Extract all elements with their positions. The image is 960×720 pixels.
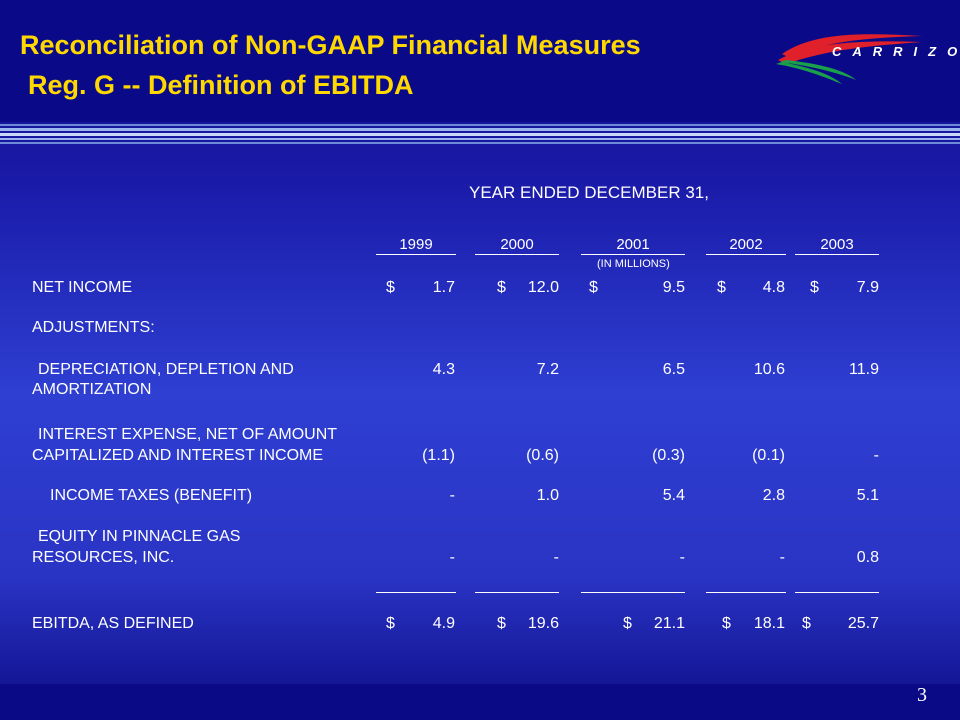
table-cell: -: [449, 549, 455, 566]
total-rule: [376, 592, 456, 593]
row-label-depreciation-cont: AMORTIZATION: [32, 381, 152, 398]
table-cell: (1.1): [422, 447, 455, 464]
row-label-equity-pinnacle-cont: RESOURCES, INC.: [32, 549, 175, 566]
currency-sign: $: [386, 615, 395, 632]
table-cell: 19.6: [527, 615, 559, 632]
period-heading: YEAR ENDED DECEMBER 31,: [469, 183, 709, 202]
table-cell: -: [679, 549, 685, 566]
currency-sign: $: [802, 615, 811, 632]
table-cell: 6.5: [662, 361, 685, 378]
page-number: 3: [917, 684, 927, 706]
footer-band: [0, 684, 960, 720]
table-cell: 1.0: [536, 487, 559, 504]
currency-sign: $: [722, 615, 731, 632]
currency-sign: $: [386, 279, 395, 296]
table-cell: (0.3): [652, 447, 685, 464]
table-cell: -: [873, 447, 879, 464]
slide-subtitle: Reg. G -- Definition of EBITDA: [28, 70, 414, 100]
table-cell: 18.1: [753, 615, 785, 632]
table-cell: 9.5: [662, 279, 685, 296]
currency-sign: $: [589, 279, 598, 296]
table-cell: 5.4: [662, 487, 685, 504]
row-label-net-income: NET INCOME: [32, 279, 133, 296]
row-label-ebitda: EBITDA, AS DEFINED: [32, 615, 194, 632]
units-note: (IN MILLIONS): [597, 258, 670, 270]
currency-sign: $: [810, 279, 819, 296]
table-cell: 0.8: [856, 549, 879, 566]
currency-sign: $: [497, 279, 506, 296]
logo-text: CARRIZO: [832, 44, 960, 59]
table-cell: 1.7: [432, 279, 455, 296]
total-rule: [795, 592, 879, 593]
row-label-adjustments: ADJUSTMENTS:: [32, 319, 155, 336]
table-cell: 4.3: [432, 361, 455, 378]
table-cell: (0.1): [752, 447, 785, 464]
column-header-2002: 2002: [706, 236, 786, 255]
table-cell: 4.9: [432, 615, 455, 632]
table-cell: 4.8: [762, 279, 785, 296]
currency-sign: $: [497, 615, 506, 632]
slide-title: Reconciliation of Non-GAAP Financial Mea…: [20, 30, 641, 60]
row-label-equity-pinnacle: EQUITY IN PINNACLE GAS: [38, 528, 241, 545]
column-header-2001: 2001: [581, 236, 685, 255]
table-cell: -: [779, 549, 785, 566]
total-rule: [581, 592, 685, 593]
total-rule: [475, 592, 559, 593]
column-header-1999: 1999: [376, 236, 456, 255]
table-cell: 7.9: [856, 279, 879, 296]
currency-sign: $: [717, 279, 726, 296]
header-band: [0, 0, 960, 122]
column-header-2000: 2000: [475, 236, 559, 255]
table-cell: (0.6): [526, 447, 559, 464]
table-cell: 2.8: [762, 487, 785, 504]
table-cell: 12.0: [527, 279, 559, 296]
row-label-interest: INTEREST EXPENSE, NET OF AMOUNT: [38, 426, 338, 443]
row-label-income-taxes: INCOME TAXES (BENEFIT): [50, 487, 253, 504]
table-cell: 11.9: [849, 361, 879, 378]
header-divider: [0, 122, 960, 148]
table-cell: -: [553, 549, 559, 566]
table-cell: -: [449, 487, 455, 504]
row-label-depreciation: DEPRECIATION, DEPLETION AND: [38, 361, 294, 378]
table-cell: 7.2: [536, 361, 559, 378]
carrizo-logo-swoosh-icon: [776, 34, 922, 84]
currency-sign: $: [623, 615, 632, 632]
total-rule: [706, 592, 786, 593]
table-cell: 5.1: [856, 487, 879, 504]
table-cell: 25.7: [847, 615, 879, 632]
table-cell: 10.6: [753, 361, 785, 378]
column-header-2003: 2003: [795, 236, 879, 255]
row-label-interest-cont: CAPITALIZED AND INTEREST INCOME: [32, 447, 324, 464]
table-cell: 21.1: [653, 615, 685, 632]
